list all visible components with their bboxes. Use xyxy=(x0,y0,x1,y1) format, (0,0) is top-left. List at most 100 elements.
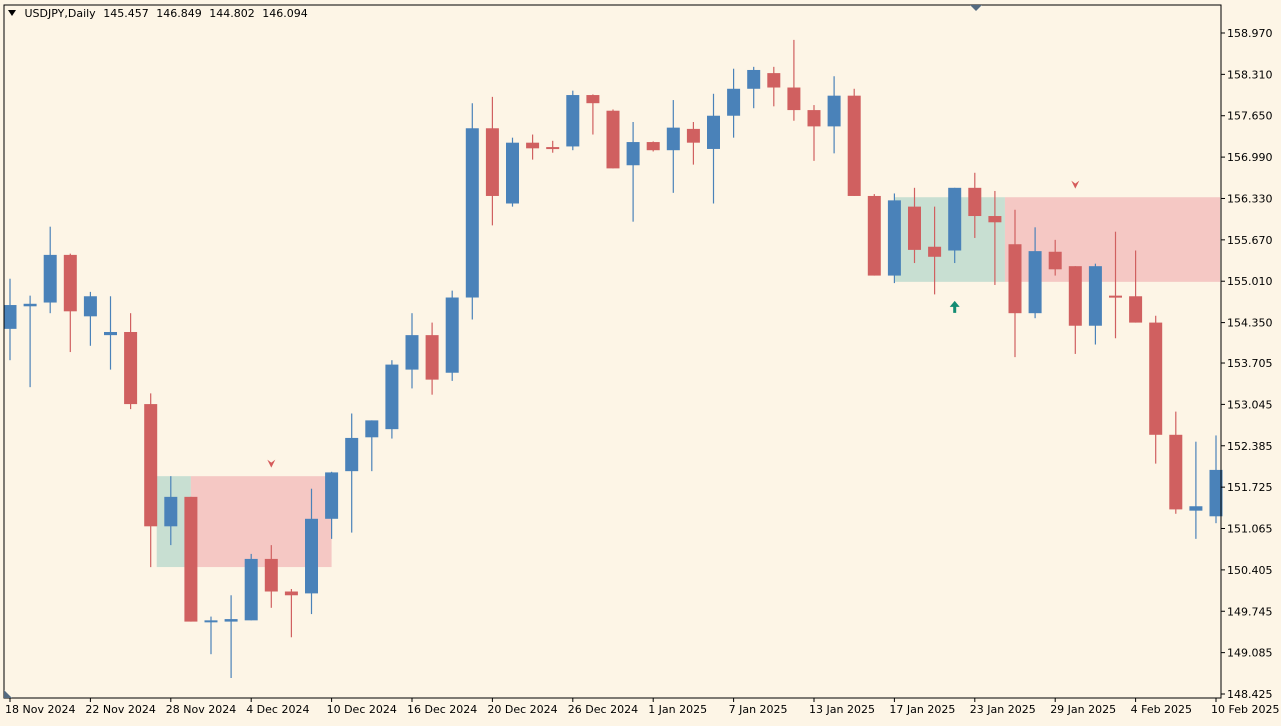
candle-41[interactable] xyxy=(827,76,841,154)
candle-21[interactable] xyxy=(425,322,439,395)
candle-12[interactable] xyxy=(244,553,258,621)
x-tick-label-3: 4 Dec 2024 xyxy=(246,703,309,716)
candle-46[interactable] xyxy=(928,206,942,295)
candle-25[interactable] xyxy=(506,137,519,207)
candle-35[interactable] xyxy=(707,93,720,204)
candle-51[interactable] xyxy=(1028,227,1042,319)
candle-49[interactable] xyxy=(988,190,1002,285)
bear-candle-body xyxy=(606,110,620,169)
x-tick-label-1: 22 Nov 2024 xyxy=(85,703,155,716)
bull-candle-body xyxy=(3,305,17,329)
bear-candle-body xyxy=(184,496,198,622)
bear-candle-body xyxy=(1068,266,1082,326)
x-tick-label-11: 17 Jan 2025 xyxy=(889,703,955,716)
candle-1[interactable] xyxy=(23,295,37,388)
bull-candle-body xyxy=(104,331,117,336)
candle-26[interactable] xyxy=(526,134,540,160)
candle-45[interactable] xyxy=(908,187,921,264)
candle-42[interactable] xyxy=(847,88,861,196)
candle-37[interactable] xyxy=(747,66,761,109)
candle-23[interactable] xyxy=(465,103,479,320)
y-tick-label-0: 158.970 xyxy=(1227,27,1273,40)
x-tick-label-0: 18 Nov 2024 xyxy=(5,703,75,716)
candle-38[interactable] xyxy=(767,66,781,107)
scroll-corner-icon[interactable] xyxy=(4,690,12,698)
candle-3[interactable] xyxy=(63,253,77,353)
candle-15[interactable] xyxy=(305,488,318,615)
candle-20[interactable] xyxy=(405,313,419,389)
bull-candle-body xyxy=(727,88,741,116)
bull-candle-body xyxy=(405,335,419,370)
candle-19[interactable] xyxy=(385,360,399,439)
candle-44[interactable] xyxy=(887,193,901,284)
candle-60[interactable] xyxy=(1209,435,1223,524)
candle-8[interactable] xyxy=(164,476,178,546)
x-tick-label-9: 7 Jan 2025 xyxy=(729,703,788,716)
candle-36[interactable] xyxy=(727,68,741,138)
candle-9[interactable] xyxy=(184,496,198,622)
candle-13[interactable] xyxy=(264,545,278,608)
y-tick-label-7: 154.350 xyxy=(1227,317,1273,330)
bull-candle-body xyxy=(325,472,339,519)
candle-56[interactable] xyxy=(1129,250,1143,323)
candle-30[interactable] xyxy=(606,109,620,169)
candle-48[interactable] xyxy=(968,172,982,238)
candles-layer xyxy=(3,39,1223,679)
candle-59[interactable] xyxy=(1189,441,1203,539)
candle-7[interactable] xyxy=(144,393,158,568)
candle-10[interactable] xyxy=(204,616,218,655)
bull-candle-body xyxy=(1189,506,1203,511)
candle-14[interactable] xyxy=(284,589,298,638)
candle-18[interactable] xyxy=(365,420,379,472)
candle-6[interactable] xyxy=(124,313,138,410)
x-tick-label-2: 28 Nov 2024 xyxy=(166,703,236,716)
bear-candle-body xyxy=(586,95,600,104)
x-tick-label-7: 26 Dec 2024 xyxy=(568,703,638,716)
bear-candle-body xyxy=(988,216,1002,223)
candle-28[interactable] xyxy=(566,90,580,151)
candle-43[interactable] xyxy=(867,194,881,276)
candle-5[interactable] xyxy=(104,296,117,370)
candle-16[interactable] xyxy=(325,471,339,539)
up-arrow-marker-icon-1 xyxy=(949,300,960,313)
candle-54[interactable] xyxy=(1088,263,1102,345)
bear-candle-body xyxy=(124,331,138,405)
candle-40[interactable] xyxy=(807,105,821,161)
bull-candle-body xyxy=(666,127,680,151)
bull-candle-body xyxy=(43,254,57,303)
candle-4[interactable] xyxy=(83,291,97,346)
candle-0[interactable] xyxy=(3,278,17,361)
candle-27[interactable] xyxy=(546,140,560,153)
bull-candle-body xyxy=(566,95,580,147)
open-price: 145.457 xyxy=(103,7,149,20)
candle-39[interactable] xyxy=(787,39,801,121)
symbol-menu-triangle-icon[interactable] xyxy=(8,10,16,16)
bear-candle-body xyxy=(968,187,982,217)
candle-24[interactable] xyxy=(485,96,499,226)
candle-31[interactable] xyxy=(626,121,640,222)
chart-shift-marker-icon[interactable] xyxy=(970,5,982,11)
candle-33[interactable] xyxy=(666,100,680,193)
candle-55[interactable] xyxy=(1109,231,1122,339)
candle-53[interactable] xyxy=(1068,266,1082,354)
candle-34[interactable] xyxy=(686,121,700,165)
x-tick-label-12: 23 Jan 2025 xyxy=(970,703,1036,716)
candle-29[interactable] xyxy=(586,94,600,135)
candle-47[interactable] xyxy=(948,187,962,264)
candle-52[interactable] xyxy=(1048,239,1062,276)
candle-11[interactable] xyxy=(224,595,238,679)
candle-58[interactable] xyxy=(1169,411,1183,514)
y-tick-label-3: 156.990 xyxy=(1227,151,1273,164)
candle-50[interactable] xyxy=(1008,209,1022,358)
bull-candle-body xyxy=(244,558,258,621)
candle-2[interactable] xyxy=(43,226,57,314)
x-tick-label-10: 13 Jan 2025 xyxy=(809,703,875,716)
candle-32[interactable] xyxy=(646,141,660,152)
candle-22[interactable] xyxy=(445,290,459,381)
candle-57[interactable] xyxy=(1149,315,1163,464)
candle-17[interactable] xyxy=(345,413,359,533)
down-arrow-marker-icon-0 xyxy=(267,459,276,468)
y-tick-label-10: 152.385 xyxy=(1227,440,1273,453)
